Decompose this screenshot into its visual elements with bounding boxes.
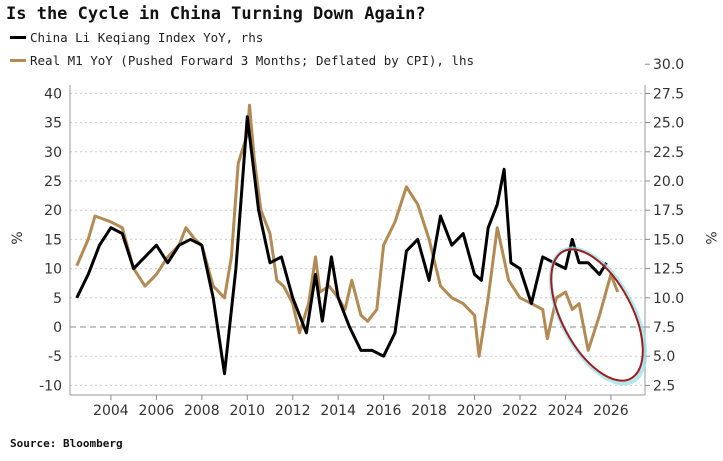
left-tick-label: 40 (44, 86, 62, 102)
left-tick-label: 35 (44, 116, 62, 132)
right-tick-label: 7.5 (653, 320, 675, 336)
x-tick-label: 2014 (320, 403, 356, 419)
x-tick-label: 2018 (411, 403, 447, 419)
x-tick-label: 2012 (275, 403, 311, 419)
x-tick-label: 2026 (593, 403, 629, 419)
x-tick-label: 2022 (502, 403, 538, 419)
source-note: Source: Bloomberg (10, 437, 123, 450)
legend-label: China Li Keqiang Index YoY, rhs (30, 30, 264, 45)
right-tick-label: 10.0 (653, 291, 684, 307)
series-line-li-keqiang (75, 115, 608, 376)
x-tick-label: 2006 (139, 403, 175, 419)
right-tick-label: 12.5 (653, 262, 684, 278)
left-tick-label: 10 (44, 262, 62, 278)
right-tick-label: 22.5 (653, 145, 684, 161)
legend-swatch (10, 36, 26, 39)
left-tick-label: -5 (48, 349, 62, 365)
left-axis-unit: % (10, 231, 26, 244)
legend-swatch (10, 59, 26, 62)
x-tick-label: 2008 (184, 403, 220, 419)
left-tick-label: 20 (44, 203, 62, 219)
left-tick-label: 30 (44, 145, 62, 161)
legend-item-real-m1: Real M1 YoY (Pushed Forward 3 Months; De… (10, 53, 474, 68)
left-tick-label: 25 (44, 174, 62, 190)
legend-label: Real M1 YoY (Pushed Forward 3 Months; De… (30, 53, 475, 68)
x-tick-label: 2024 (548, 403, 584, 419)
right-tick-label: 2.5 (653, 378, 675, 394)
legend-item-li-keqiang: China Li Keqiang Index YoY, rhs (10, 30, 263, 45)
right-tick-label: 27.5 (653, 86, 684, 102)
left-tick-label: 5 (53, 291, 62, 307)
right-axis-unit: % (702, 231, 718, 244)
annotation-ellipse (550, 248, 644, 382)
right-tick-label: 30.0 (653, 57, 684, 73)
x-tick-label: 2020 (457, 403, 493, 419)
left-tick-label: -10 (39, 378, 62, 394)
x-tick-label: 2010 (229, 403, 265, 419)
left-tick-label: 0 (53, 320, 62, 336)
chart-title: Is the Cycle in China Turning Down Again… (6, 4, 426, 24)
right-tick-label: 20.0 (653, 174, 684, 190)
left-tick-label: 15 (44, 232, 62, 248)
x-tick-label: 2004 (93, 403, 129, 419)
x-tick-label: 2016 (366, 403, 402, 419)
right-tick-label: 17.5 (653, 203, 684, 219)
right-tick-label: 5.0 (653, 349, 675, 365)
right-tick-label: 25.0 (653, 116, 684, 132)
right-tick-label: 15.0 (653, 232, 684, 248)
